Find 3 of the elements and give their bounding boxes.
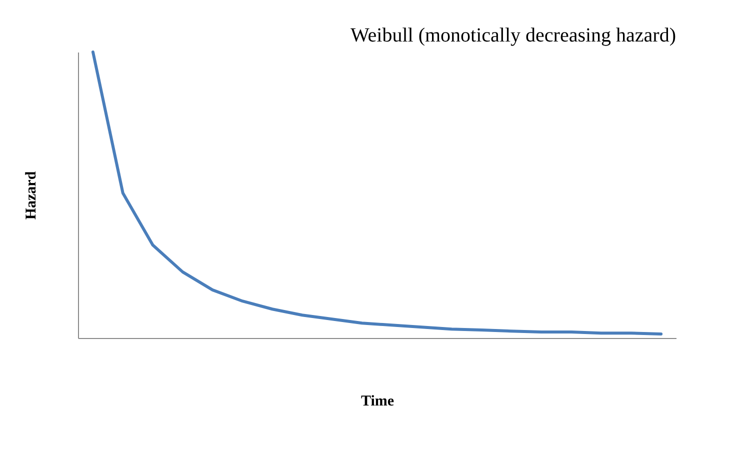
y-axis-title: Hazard (24, 170, 40, 220)
x-axis-title: Time (360, 394, 394, 410)
chart-title: Weibull (monotically decreasing hazard) (350, 24, 676, 46)
